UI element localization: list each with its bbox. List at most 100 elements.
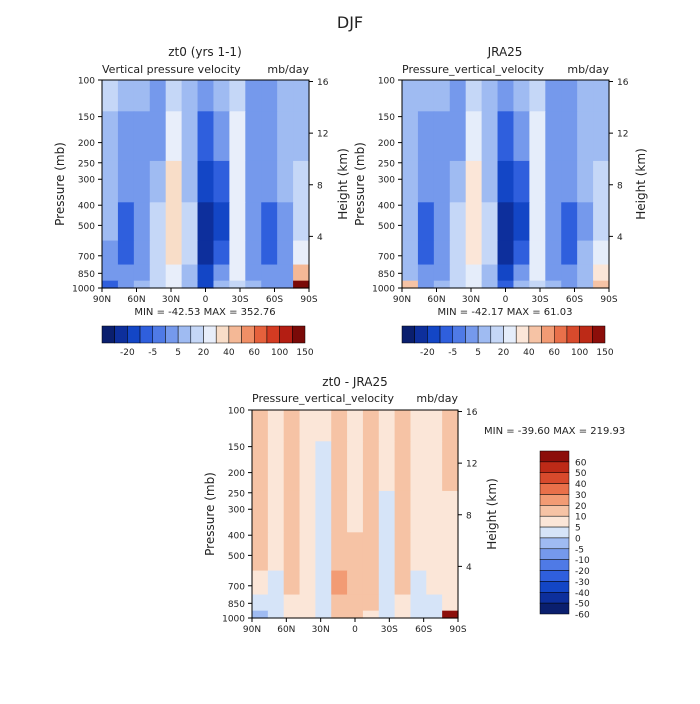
colorbar-label: -5: [575, 545, 584, 555]
heatmap-cell: [245, 80, 262, 112]
y-tick-label: 1000: [372, 285, 395, 295]
colorbar-swatch: [490, 325, 504, 344]
heatmap-cell: [293, 280, 310, 289]
panel2-stats: MIN = -42.17 MAX = 61.03: [438, 307, 573, 318]
heatmap-cell: [299, 532, 316, 572]
y-tick-right-label: 4: [317, 233, 323, 243]
heatmap-cell: [283, 610, 301, 619]
heatmap-cell: [561, 280, 578, 289]
heatmap-cell: [465, 280, 483, 289]
heatmap-cell: [449, 264, 467, 282]
y-tick-label: 400: [378, 202, 395, 212]
colorbar-swatch: [477, 325, 492, 344]
heatmap-cell: [545, 111, 562, 162]
panel2-ylabel-right: Height (km): [634, 148, 648, 219]
colorbar-label: 5: [475, 348, 481, 358]
colorbar-swatch: [539, 515, 570, 528]
heatmap-cell: [149, 264, 167, 282]
heatmap-cell: [267, 594, 285, 612]
heatmap-cell: [315, 610, 332, 619]
heatmap-cell: [213, 240, 230, 266]
colorbar-label: 50: [575, 469, 587, 479]
heatmap-cell: [442, 441, 459, 492]
heatmap-cell: [347, 594, 364, 612]
heatmap-cell: [529, 264, 546, 282]
heatmap-cell: [378, 532, 396, 572]
y-tick-label: 100: [378, 77, 395, 87]
colorbar-swatch: [592, 325, 606, 344]
heatmap-cell: [331, 441, 348, 492]
heatmap-cell: [497, 80, 515, 112]
heatmap-cell: [261, 160, 278, 203]
heatmap-cell: [577, 264, 594, 282]
y-tick-label: 700: [228, 582, 245, 592]
heatmap-cell: [433, 264, 451, 282]
heatmap-cell: [433, 160, 451, 203]
heatmap-cell: [449, 80, 467, 112]
colorbar-swatch: [539, 505, 570, 517]
y-tick-label: 850: [228, 600, 245, 610]
heatmap-cell: [277, 111, 294, 162]
x-tick-label: 90S: [600, 295, 617, 305]
y-tick-label: 400: [78, 202, 95, 212]
colorbar-swatch: [539, 559, 570, 571]
x-tick-label: 60S: [266, 295, 283, 305]
heatmap-cell: [277, 160, 294, 203]
heatmap-cell: [283, 410, 301, 442]
y-tick-right-label: 16: [317, 78, 329, 88]
heatmap-cell: [293, 240, 310, 266]
y-tick-label: 500: [228, 552, 245, 562]
colorbar-label: 150: [596, 348, 613, 358]
y-tick-label: 250: [78, 159, 95, 169]
colorbar-swatch: [401, 325, 415, 344]
heatmap-cell: [433, 280, 451, 289]
y-tick-right-label: 12: [617, 130, 628, 140]
heatmap-cell: [426, 490, 443, 533]
panel1-ylabel-right: Height (km): [336, 148, 350, 219]
heatmap-cell: [394, 570, 412, 596]
heatmap-cell: [165, 80, 183, 112]
x-tick-label: 30N: [162, 295, 180, 305]
y-tick-label: 100: [228, 407, 245, 417]
heatmap-cell: [577, 111, 594, 162]
heatmap-cell: [277, 264, 294, 282]
colorbar-swatch: [539, 537, 570, 550]
heatmap-cell: [577, 160, 594, 203]
heatmap-cell: [102, 280, 119, 289]
heatmap-cell: [362, 532, 380, 572]
colorbar-swatch: [539, 581, 570, 593]
heatmap-cell: [545, 264, 562, 282]
heatmap-cell: [442, 570, 459, 596]
heatmap-cell: [197, 160, 215, 203]
heatmap-cell: [283, 570, 301, 596]
y-tick-label: 150: [78, 113, 95, 123]
heatmap-cell: [362, 490, 380, 533]
heatmap-cell: [593, 111, 610, 162]
heatmap-cell: [165, 160, 183, 203]
x-tick-label: 60S: [566, 295, 583, 305]
y-tick-right-label: 12: [466, 460, 477, 470]
heatmap-cell: [417, 202, 435, 242]
heatmap-cell: [133, 80, 151, 112]
heatmap-cell: [117, 111, 135, 162]
colorbar-swatch: [579, 325, 593, 344]
panel3-subtitle-right: mb/day: [416, 392, 458, 405]
panel1-y-ticks: 100 150 200 250 300 400 500 700 850 1000: [72, 77, 102, 295]
heatmap-cell: [347, 610, 364, 619]
colorbar-swatch: [539, 472, 570, 484]
heatmap-cell: [245, 264, 262, 282]
heatmap-cell: [449, 280, 467, 289]
colorbar-label: -20: [120, 348, 135, 358]
heatmap-cell: [165, 280, 183, 289]
page-title: DJF: [337, 13, 363, 32]
colorbar-swatch: [177, 325, 192, 344]
colorbar-label: -60: [575, 611, 590, 621]
heatmap-cell: [410, 532, 427, 572]
heatmap-cell: [331, 532, 348, 572]
colorbar-swatch: [541, 325, 555, 344]
heatmap-cell: [465, 80, 483, 112]
x-tick-label: 60N: [277, 625, 295, 635]
heatmap-cell: [331, 570, 348, 596]
heatmap-cell: [252, 570, 269, 596]
heatmap-cell: [394, 594, 412, 612]
